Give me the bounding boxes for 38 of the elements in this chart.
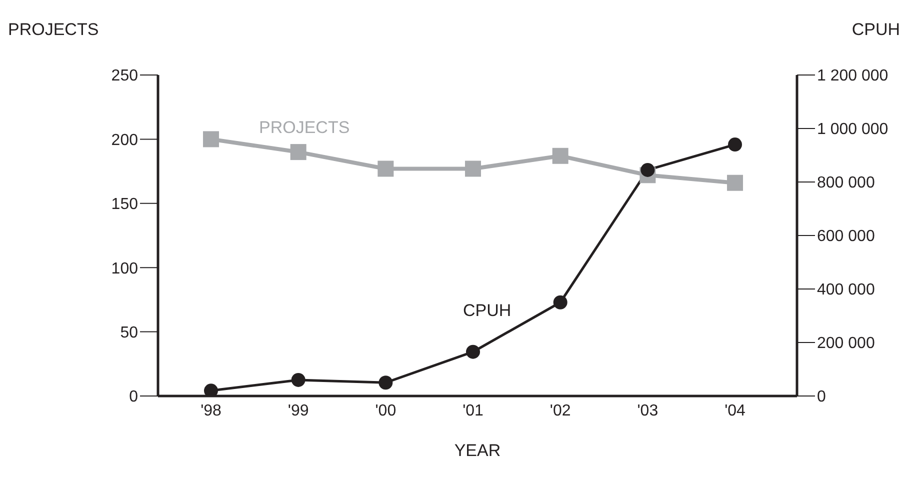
- y-tick-label: 50: [120, 324, 138, 342]
- x-tick-label: '00: [375, 402, 396, 420]
- point: [290, 144, 306, 160]
- point: [553, 295, 568, 310]
- x-tick-label: '04: [724, 402, 746, 420]
- series-label: CPUH: [463, 300, 512, 320]
- y-tick-label: 200: [111, 132, 138, 149]
- point: [204, 384, 218, 396]
- y2-tick-label: 400 000: [817, 282, 875, 299]
- point: [203, 131, 219, 148]
- y2-tick-label: 600 000: [817, 228, 875, 246]
- point: [466, 344, 480, 359]
- point: [378, 160, 394, 177]
- y-axis-title: PROJECTS: [8, 20, 99, 40]
- point: [640, 162, 655, 177]
- point: [291, 372, 306, 387]
- x-tick-label: '98: [200, 402, 222, 420]
- y2-tick-label: 200 000: [817, 335, 875, 352]
- point: [728, 138, 742, 152]
- point: [727, 174, 743, 191]
- y2-axis-title: CPUH: [852, 20, 900, 40]
- y2-tick-label: 1 000 000: [817, 121, 888, 138]
- x-axis-title: YEAR: [454, 441, 501, 460]
- point: [552, 148, 568, 164]
- y-tick-label: 250: [111, 68, 138, 85]
- x-tick-label: '01: [462, 402, 484, 420]
- point: [465, 160, 481, 177]
- series-label: PROJECTS: [259, 118, 350, 138]
- y2-tick-label: 0: [817, 388, 826, 406]
- x-tick-label: '03: [637, 402, 658, 420]
- y2-tick-label: 800 000: [817, 174, 875, 192]
- y-tick-label: 100: [111, 260, 138, 278]
- x-tick-label: '02: [550, 402, 571, 420]
- y-tick-label: 150: [111, 196, 138, 214]
- y-tick-label: 0: [129, 388, 138, 406]
- y2-tick-label: 1 200 000: [817, 68, 888, 85]
- point: [378, 376, 393, 390]
- x-tick-label: '99: [288, 402, 309, 420]
